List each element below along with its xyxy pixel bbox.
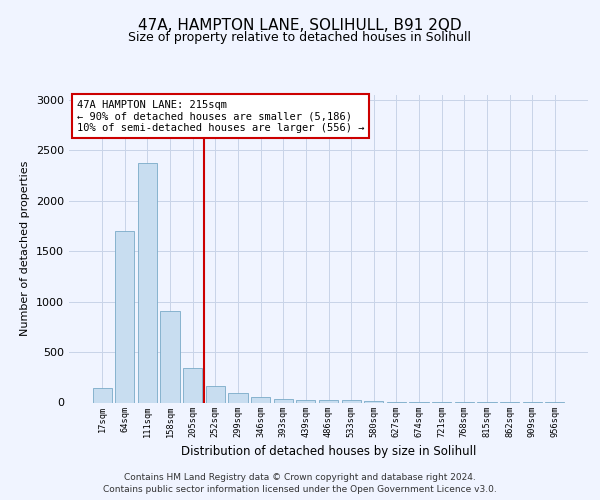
Bar — [364, 400, 383, 402]
Bar — [341, 400, 361, 402]
Bar — [92, 388, 112, 402]
Bar — [274, 399, 293, 402]
Text: Contains HM Land Registry data © Crown copyright and database right 2024.: Contains HM Land Registry data © Crown c… — [124, 472, 476, 482]
Text: 47A HAMPTON LANE: 215sqm
← 90% of detached houses are smaller (5,186)
10% of sem: 47A HAMPTON LANE: 215sqm ← 90% of detach… — [77, 100, 364, 133]
Bar — [115, 231, 134, 402]
Bar — [229, 393, 248, 402]
Bar — [183, 368, 202, 402]
Bar — [138, 162, 157, 402]
Text: Size of property relative to detached houses in Solihull: Size of property relative to detached ho… — [128, 32, 472, 44]
Bar — [296, 400, 316, 402]
Bar — [319, 400, 338, 402]
Bar — [206, 386, 225, 402]
Bar — [251, 397, 270, 402]
Y-axis label: Number of detached properties: Number of detached properties — [20, 161, 31, 336]
Text: Contains public sector information licensed under the Open Government Licence v3: Contains public sector information licen… — [103, 485, 497, 494]
X-axis label: Distribution of detached houses by size in Solihull: Distribution of detached houses by size … — [181, 445, 476, 458]
Bar — [160, 311, 180, 402]
Text: 47A, HAMPTON LANE, SOLIHULL, B91 2QD: 47A, HAMPTON LANE, SOLIHULL, B91 2QD — [138, 18, 462, 32]
